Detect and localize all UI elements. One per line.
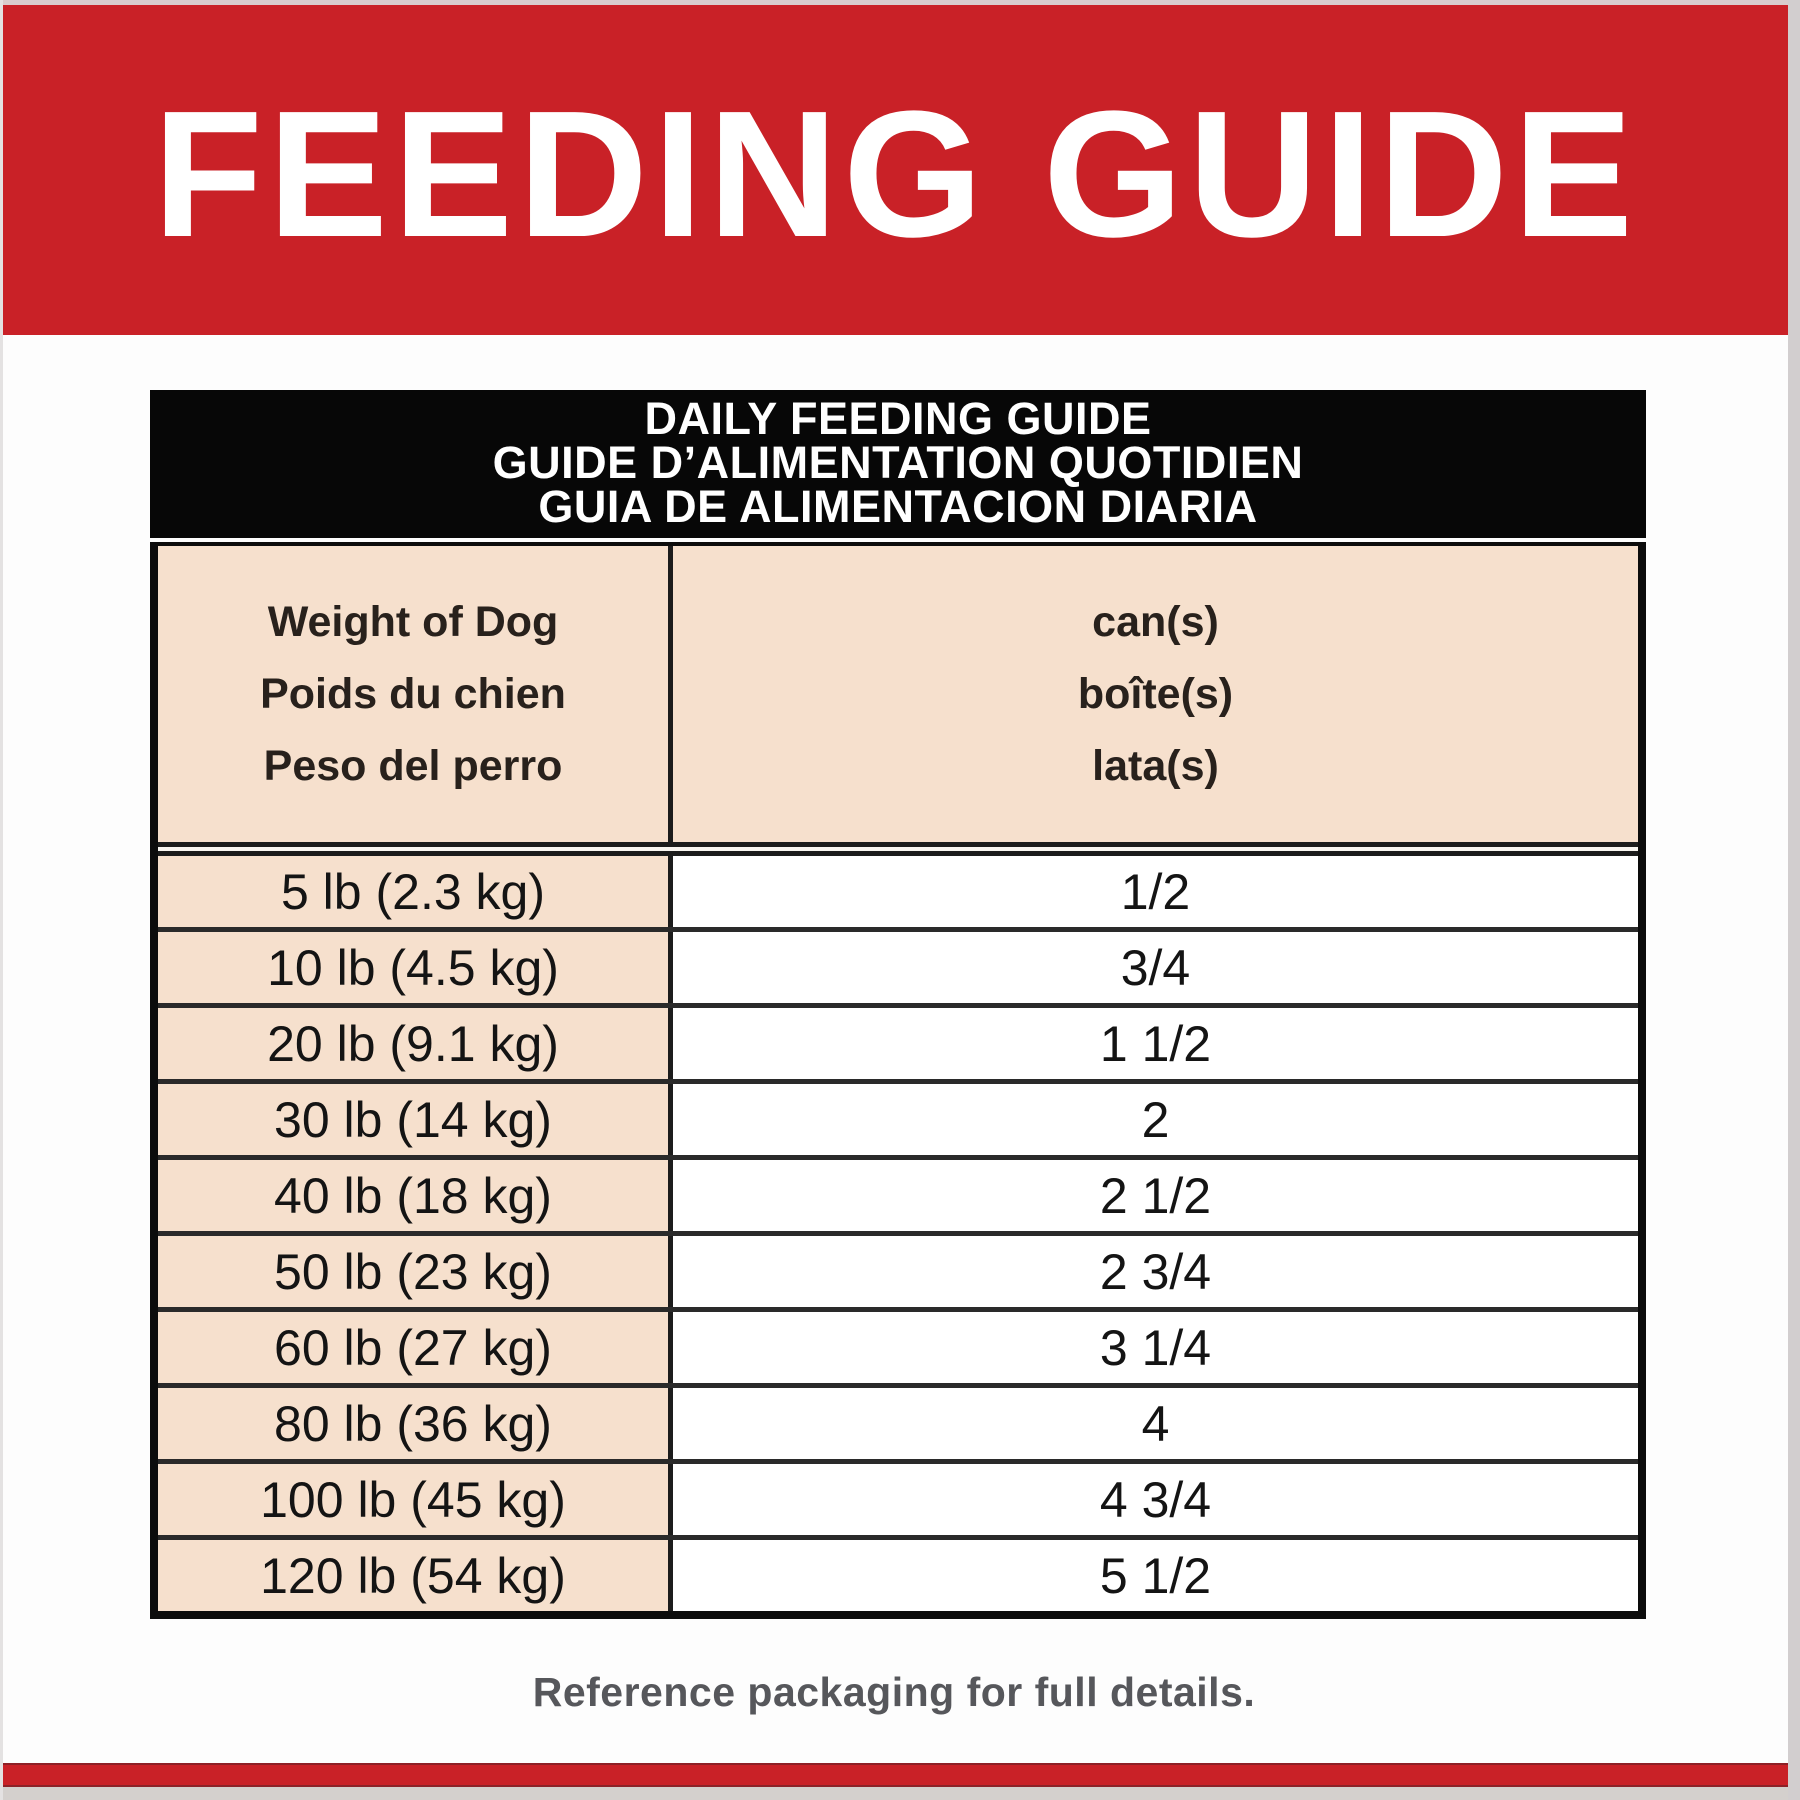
- left-edge-strip: [0, 0, 3, 1800]
- banner: FEEDING GUIDE: [3, 5, 1788, 335]
- cans-cell: 2 3/4: [673, 1236, 1638, 1307]
- weight-cell: 50 lb (23 kg): [158, 1236, 673, 1307]
- table-row: 50 lb (23 kg) 2 3/4: [158, 1231, 1638, 1307]
- weight-cell: 30 lb (14 kg): [158, 1084, 673, 1155]
- weight-header-en: Weight of Dog: [267, 598, 559, 646]
- weight-cell: 100 lb (45 kg): [158, 1464, 673, 1535]
- cans-cell: 2: [673, 1084, 1638, 1155]
- table-body: Weight of Dog Poids du chien Peso del pe…: [150, 542, 1646, 1619]
- table-title-line-es: GUIA DE ALIMENTACION DIARIA: [538, 481, 1258, 532]
- cans-cell: 3 1/4: [673, 1312, 1638, 1383]
- top-edge-strip: [0, 0, 1800, 5]
- table-row: 40 lb (18 kg) 2 1/2: [158, 1155, 1638, 1231]
- cans-cell: 2 1/2: [673, 1160, 1638, 1231]
- table-row: 30 lb (14 kg) 2: [158, 1079, 1638, 1155]
- cans-header-fr: boîte(s): [1077, 670, 1234, 718]
- weight-cell: 5 lb (2.3 kg): [158, 856, 673, 927]
- weight-header-es: Peso del perro: [263, 742, 563, 790]
- column-header-weight: Weight of Dog Poids du chien Peso del pe…: [158, 546, 673, 842]
- cans-cell: 1/2: [673, 856, 1638, 927]
- weight-cell: 80 lb (36 kg): [158, 1388, 673, 1459]
- cans-cell: 3/4: [673, 932, 1638, 1003]
- right-edge-strip: [1788, 0, 1800, 1800]
- column-header-cans: can(s) boîte(s) lata(s): [673, 546, 1638, 842]
- bottom-gray-strip: [0, 1787, 1800, 1800]
- header-separator: [158, 842, 1638, 856]
- cans-header-es: lata(s): [1092, 742, 1219, 790]
- table-row: 5 lb (2.3 kg) 1/2: [158, 856, 1638, 927]
- weight-cell: 10 lb (4.5 kg): [158, 932, 673, 1003]
- table-row: 80 lb (36 kg) 4: [158, 1383, 1638, 1459]
- table-row: 100 lb (45 kg) 4 3/4: [158, 1459, 1638, 1535]
- table-title: DAILY FEEDING GUIDE GUIDE D’ALIMENTATION…: [150, 390, 1646, 538]
- banner-title: FEEDING GUIDE: [152, 73, 1639, 275]
- table-row: 60 lb (27 kg) 3 1/4: [158, 1307, 1638, 1383]
- cans-header-en: can(s): [1092, 598, 1219, 646]
- table-title-line-fr: GUIDE D’ALIMENTATION QUOTIDIEN: [492, 437, 1304, 488]
- table-rows: 5 lb (2.3 kg) 1/2 10 lb (4.5 kg) 3/4 20 …: [158, 856, 1638, 1611]
- table-header-row: Weight of Dog Poids du chien Peso del pe…: [158, 546, 1638, 842]
- table-row: 20 lb (9.1 kg) 1 1/2: [158, 1003, 1638, 1079]
- cans-cell: 1 1/2: [673, 1008, 1638, 1079]
- bottom-red-strip: [0, 1763, 1800, 1787]
- cans-cell: 4: [673, 1388, 1638, 1459]
- table-row: 10 lb (4.5 kg) 3/4: [158, 927, 1638, 1003]
- weight-cell: 60 lb (27 kg): [158, 1312, 673, 1383]
- weight-cell: 40 lb (18 kg): [158, 1160, 673, 1231]
- footer-note: Reference packaging for full details.: [532, 1668, 1256, 1715]
- daily-feeding-table: DAILY FEEDING GUIDE GUIDE D’ALIMENTATION…: [150, 390, 1646, 1619]
- cans-cell: 4 3/4: [673, 1464, 1638, 1535]
- weight-cell: 20 lb (9.1 kg): [158, 1008, 673, 1079]
- weight-cell: 120 lb (54 kg): [158, 1540, 673, 1611]
- cans-cell: 5 1/2: [673, 1540, 1638, 1611]
- table-row: 120 lb (54 kg) 5 1/2: [158, 1535, 1638, 1611]
- table-title-line-en: DAILY FEEDING GUIDE: [644, 393, 1152, 444]
- weight-header-fr: Poids du chien: [260, 670, 566, 718]
